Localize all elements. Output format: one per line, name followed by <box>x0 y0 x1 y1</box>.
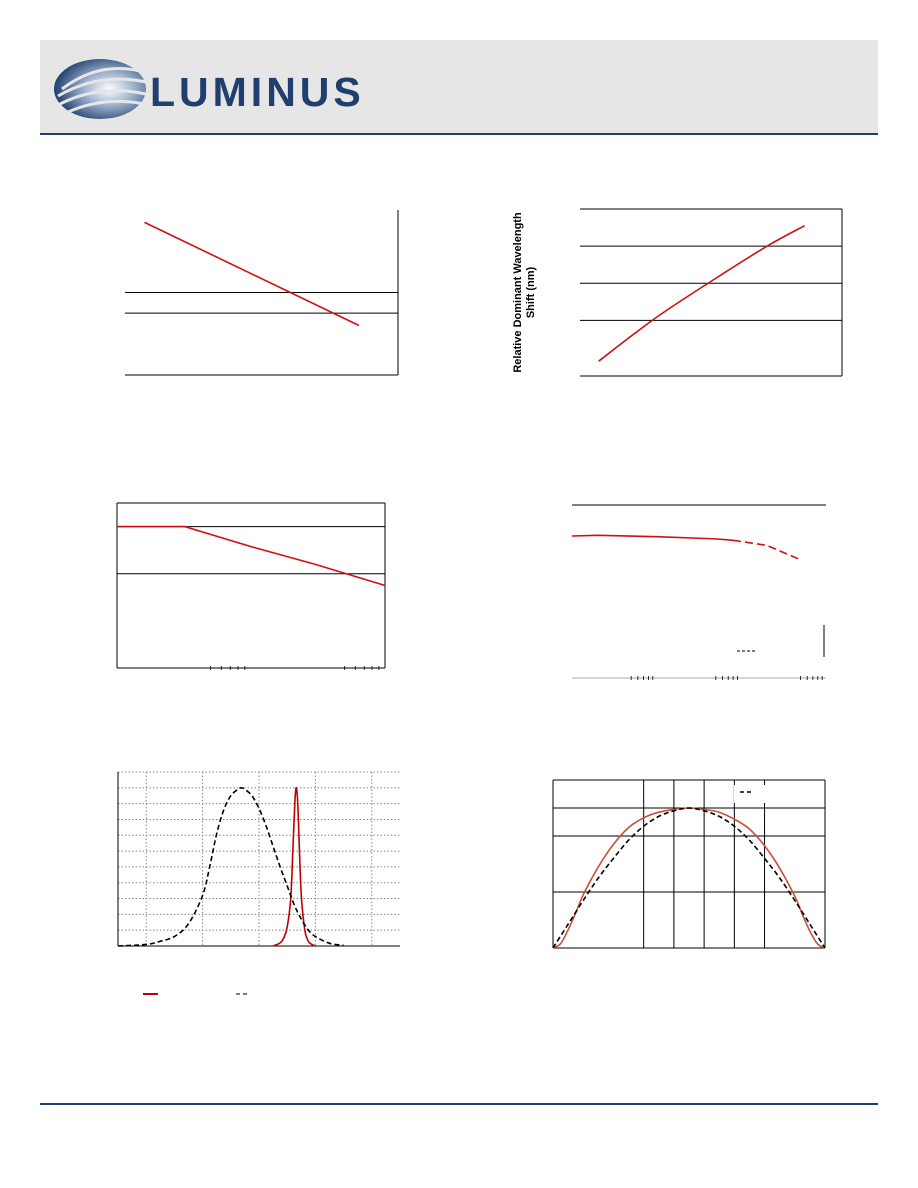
series-line-extrapolated <box>733 539 801 561</box>
series-line-luminus-red <box>272 786 316 947</box>
series-line-0 <box>598 224 805 362</box>
luminus-logo: LUMINUS <box>54 59 365 119</box>
series-line--cosine- <box>552 807 826 949</box>
chart-lumen-maintenance <box>571 504 826 680</box>
logo-globe-icon <box>54 59 146 119</box>
footer-rule <box>40 1103 878 1105</box>
series-line-0 <box>144 221 360 327</box>
logo-wordmark: LUMINUS <box>150 69 365 115</box>
series-line-measured <box>571 534 734 542</box>
chart-spectrum <box>117 771 400 995</box>
series-line-0 <box>117 525 386 587</box>
page-header: LUMINUS <box>40 40 878 135</box>
chart-relative-flux <box>125 210 399 376</box>
series-line-measured <box>552 807 826 949</box>
y-axis-label: Relative Dominant WavelengthShift (nm) <box>512 212 537 373</box>
chart-wavelength-shift: Relative Dominant WavelengthShift (nm) <box>512 208 843 377</box>
legend-box <box>734 785 818 803</box>
chart-radiation-pattern <box>552 779 826 949</box>
series-line-photopic-response <box>117 787 344 947</box>
chart-median-lifetime <box>116 502 386 670</box>
